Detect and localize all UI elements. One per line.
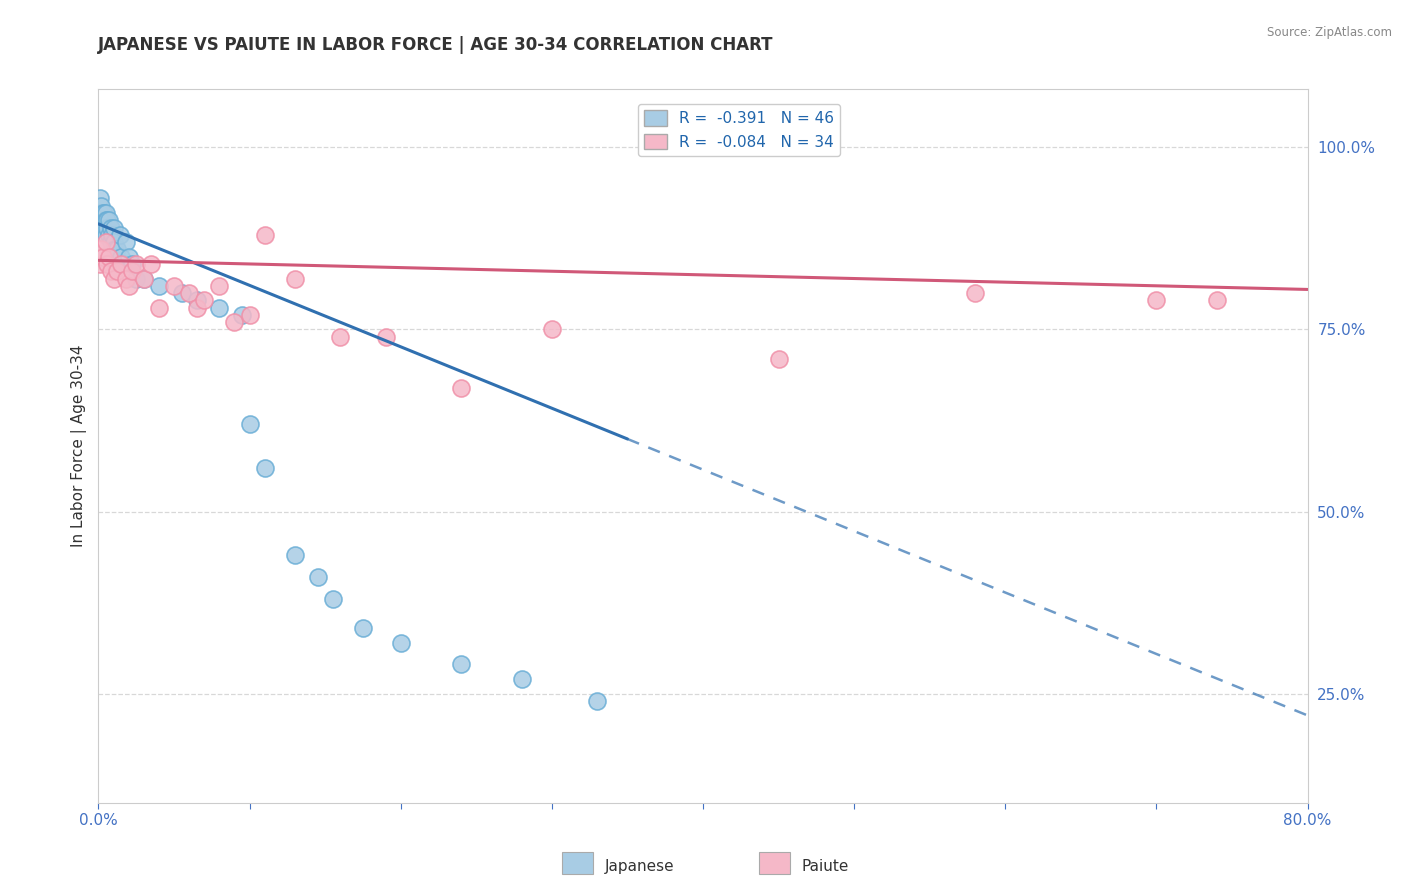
Point bbox=[284, 548, 307, 562]
Point bbox=[510, 672, 533, 686]
Point bbox=[91, 213, 114, 227]
Point bbox=[121, 264, 143, 278]
Legend: R =  -0.391   N = 46, R =  -0.084   N = 34: R = -0.391 N = 46, R = -0.084 N = 34 bbox=[638, 104, 841, 156]
Point bbox=[374, 330, 396, 344]
Y-axis label: In Labor Force | Age 30-34: In Labor Force | Age 30-34 bbox=[72, 344, 87, 548]
Point bbox=[450, 381, 472, 395]
Point bbox=[105, 243, 128, 257]
Point bbox=[89, 257, 111, 271]
Point bbox=[89, 206, 111, 220]
Point bbox=[89, 191, 111, 205]
Point bbox=[91, 220, 114, 235]
Point bbox=[540, 322, 562, 336]
Point bbox=[100, 220, 122, 235]
Point bbox=[104, 243, 127, 257]
Point bbox=[450, 657, 472, 672]
Point bbox=[98, 213, 121, 227]
Point bbox=[108, 227, 131, 242]
Point bbox=[132, 271, 155, 285]
Point bbox=[103, 220, 125, 235]
Point bbox=[110, 250, 132, 264]
Point bbox=[239, 417, 262, 432]
Point bbox=[586, 694, 609, 708]
Point bbox=[98, 227, 121, 242]
Point bbox=[307, 570, 329, 584]
Point bbox=[114, 235, 136, 249]
Point bbox=[186, 301, 208, 315]
Point bbox=[96, 257, 118, 271]
Point bbox=[114, 271, 136, 285]
Point bbox=[94, 213, 117, 227]
Point bbox=[93, 220, 115, 235]
Point bbox=[179, 286, 201, 301]
Point bbox=[163, 278, 186, 293]
Point bbox=[90, 213, 112, 227]
Point bbox=[121, 257, 143, 271]
Point bbox=[322, 591, 344, 606]
Point bbox=[91, 206, 114, 220]
Point bbox=[352, 621, 374, 635]
Point bbox=[101, 227, 124, 242]
Point bbox=[93, 206, 115, 220]
Point bbox=[231, 308, 253, 322]
Point bbox=[94, 227, 117, 242]
Point bbox=[105, 264, 128, 278]
Point bbox=[103, 271, 125, 285]
Point bbox=[965, 286, 987, 301]
Text: Japanese: Japanese bbox=[605, 859, 675, 873]
Point bbox=[239, 308, 262, 322]
Point bbox=[170, 286, 193, 301]
Point bbox=[96, 220, 118, 235]
Point bbox=[94, 206, 117, 220]
Point bbox=[329, 330, 352, 344]
Point bbox=[1206, 293, 1229, 308]
Point bbox=[100, 235, 122, 249]
Point bbox=[193, 293, 215, 308]
Point bbox=[96, 213, 118, 227]
Point bbox=[224, 315, 246, 329]
Point bbox=[132, 271, 155, 285]
Point bbox=[90, 243, 112, 257]
Point bbox=[98, 250, 121, 264]
Point bbox=[253, 460, 276, 475]
Point bbox=[125, 271, 148, 285]
Point bbox=[1144, 293, 1167, 308]
Text: Source: ZipAtlas.com: Source: ZipAtlas.com bbox=[1267, 26, 1392, 38]
Text: JAPANESE VS PAIUTE IN LABOR FORCE | AGE 30-34 CORRELATION CHART: JAPANESE VS PAIUTE IN LABOR FORCE | AGE … bbox=[98, 36, 773, 54]
Point bbox=[389, 635, 412, 649]
Point bbox=[768, 351, 790, 366]
Point bbox=[118, 250, 141, 264]
Point bbox=[148, 301, 170, 315]
Point bbox=[284, 271, 307, 285]
Point bbox=[125, 257, 148, 271]
Point bbox=[100, 264, 122, 278]
Text: Paiute: Paiute bbox=[801, 859, 849, 873]
Point bbox=[148, 278, 170, 293]
Point bbox=[186, 293, 208, 308]
Point bbox=[208, 278, 231, 293]
Point bbox=[118, 278, 141, 293]
Point bbox=[91, 250, 114, 264]
Point bbox=[103, 235, 125, 249]
Point bbox=[141, 257, 163, 271]
Point bbox=[253, 227, 276, 242]
Point bbox=[90, 199, 112, 213]
Point bbox=[111, 257, 134, 271]
Point bbox=[110, 257, 132, 271]
Point bbox=[94, 235, 117, 249]
Point bbox=[208, 301, 231, 315]
